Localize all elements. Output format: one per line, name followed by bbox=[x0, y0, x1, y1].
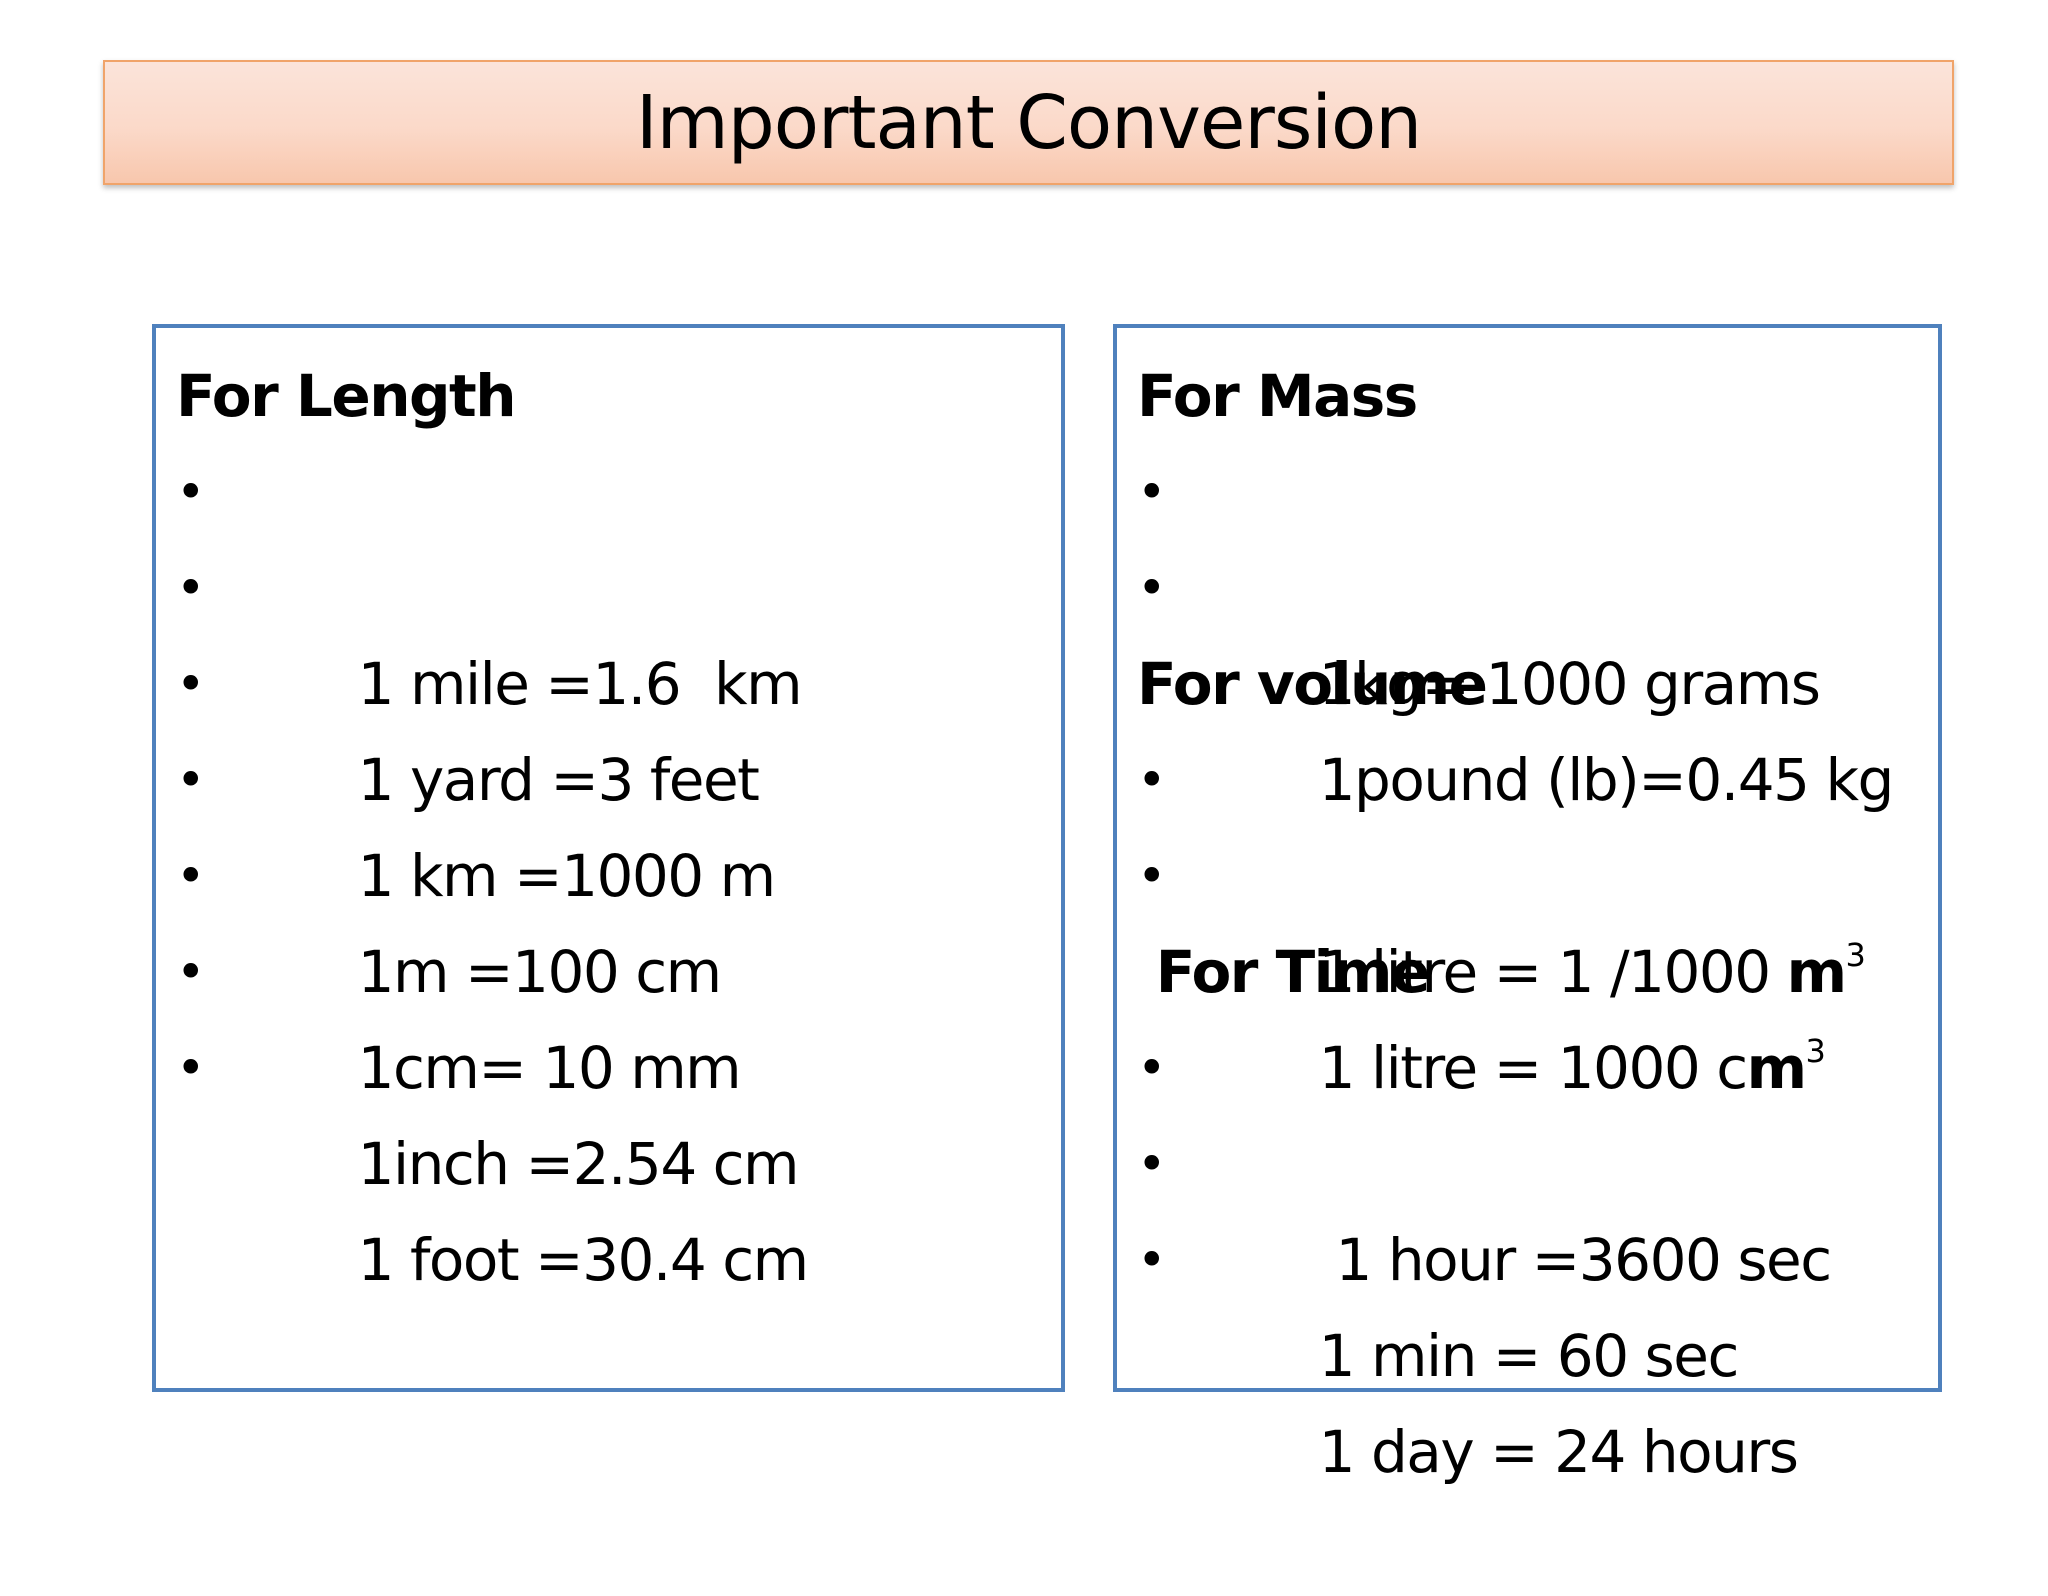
bullet-icon: • bbox=[176, 751, 206, 809]
mass-volume-time-content: For Mass • 1kg= 1000 grams • 1pound (lb)… bbox=[1137, 348, 1928, 1486]
list-item: • 1 day = 24 hours bbox=[1137, 1212, 1928, 1486]
list-item: • 1pound (lb)=0.45 kg bbox=[1137, 540, 1928, 814]
mass-volume-time-panel: For Mass • 1kg= 1000 grams • 1pound (lb)… bbox=[1113, 324, 1942, 1486]
bullet-icon: • bbox=[1137, 847, 1167, 905]
length-item-text: 1inch =2.54 cm bbox=[357, 1130, 800, 1198]
mass-item-text: 1pound (lb)=0.45 kg bbox=[1318, 746, 1895, 814]
volume-unit: m bbox=[1746, 1034, 1807, 1102]
time-item-text: 1 min = 60 sec bbox=[1318, 1322, 1740, 1390]
list-item: • 1 hour =3600 sec bbox=[1137, 1020, 1928, 1294]
list-item: • 1kg= 1000 grams bbox=[1137, 444, 1928, 718]
bullet-icon: • bbox=[1137, 463, 1167, 521]
title-banner: Important Conversion bbox=[103, 60, 1954, 185]
length-panel: For Length • 1 mile =1.6 km • 1 yard =3 … bbox=[152, 324, 1065, 1392]
length-item-text: 1cm= 10 mm bbox=[357, 1034, 742, 1102]
length-item-text: 1 yard =3 feet bbox=[357, 746, 760, 814]
list-item: • 1 yard =3 feet bbox=[176, 540, 1051, 814]
bullet-icon: • bbox=[1137, 1231, 1167, 1289]
length-item-text: 1 mile =1.6 km bbox=[357, 650, 803, 718]
page-title: Important Conversion bbox=[635, 79, 1422, 166]
length-heading: For Length bbox=[176, 362, 517, 430]
length-item-text: 1m =100 cm bbox=[357, 938, 722, 1006]
bullet-icon: • bbox=[176, 655, 206, 713]
list-item: • 1 litre = 1 /1000 m3 bbox=[1137, 732, 1928, 1006]
volume-item-text: 1 litre = 1000 c bbox=[1318, 1034, 1748, 1102]
bullet-icon: • bbox=[1137, 559, 1167, 617]
length-content: For Length • 1 mile =1.6 km • 1 yard =3 … bbox=[176, 348, 1051, 1294]
mass-heading: For Mass bbox=[1137, 362, 1418, 430]
bullet-icon: • bbox=[1137, 751, 1167, 809]
volume-superscript: 3 bbox=[1805, 1032, 1826, 1070]
time-item-text: 1 day = 24 hours bbox=[1318, 1418, 1799, 1486]
time-item-text: 1 hour =3600 sec bbox=[1318, 1226, 1833, 1294]
volume-item-text: 1 litre = 1 /1000 bbox=[1318, 938, 1787, 1006]
list-item: • 1m =100 cm bbox=[176, 732, 1051, 1006]
bullet-icon: • bbox=[176, 463, 206, 521]
volume-heading: For volume bbox=[1137, 650, 1488, 718]
mass-item-text: 1kg= 1000 grams bbox=[1318, 650, 1821, 718]
bullet-icon: • bbox=[176, 1039, 206, 1097]
list-item: • 1 min = 60 sec bbox=[1137, 1116, 1928, 1390]
time-heading: For Time bbox=[1137, 938, 1431, 1006]
bullet-icon: • bbox=[1137, 1039, 1167, 1097]
bullet-icon: • bbox=[176, 559, 206, 617]
list-item: • 1 km =1000 m bbox=[176, 636, 1051, 910]
length-item-text: 1 km =1000 m bbox=[357, 842, 777, 910]
bullet-icon: • bbox=[176, 943, 206, 1001]
list-item: • 1inch =2.54 cm bbox=[176, 924, 1051, 1198]
length-item-text: 1 foot =30.4 cm bbox=[357, 1226, 809, 1294]
volume-unit: m bbox=[1786, 938, 1847, 1006]
list-item: • 1 litre = 1000 cm3 bbox=[1137, 828, 1928, 1102]
bullet-icon: • bbox=[176, 847, 206, 905]
list-item: • 1cm= 10 mm bbox=[176, 828, 1051, 1102]
list-item: • 1 foot =30.4 cm bbox=[176, 1020, 1051, 1294]
bullet-icon: • bbox=[1137, 1135, 1167, 1193]
list-item: • 1 mile =1.6 km bbox=[176, 444, 1051, 718]
volume-superscript: 3 bbox=[1845, 936, 1866, 974]
